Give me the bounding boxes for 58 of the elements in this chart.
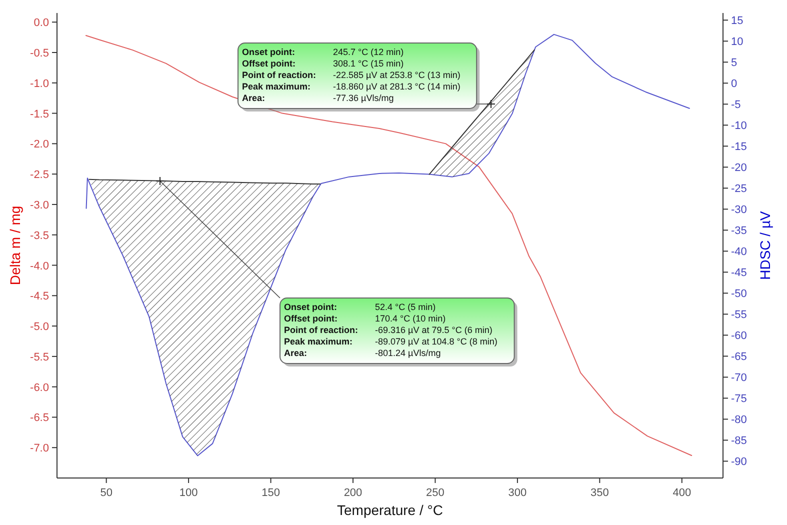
y2-tick-label: -60 (731, 330, 747, 342)
y-tick-label: -3.5 (30, 230, 49, 242)
text: Area: -77.36 µVls/mg (242, 93, 394, 103)
y2-tick-label: -20 (731, 162, 747, 174)
y2-tick-label: 15 (731, 15, 744, 28)
text: Onset point: 245.7 °C (12 min) (242, 47, 404, 57)
y2-tick-label: -85 (731, 435, 747, 448)
y-tick-label: -4.5 (30, 290, 49, 303)
y2-tick-label: 0 (731, 78, 738, 90)
y-axis-title: Delta m / mg (7, 206, 23, 286)
text: Peak maximum: -18.860 µV at 281.3 °C (14 min) (242, 82, 460, 92)
y-tick-label: -0.5 (30, 48, 49, 60)
y2-tick-label: -45 (731, 267, 747, 280)
x-axis-title: Temperature / °C (337, 502, 443, 518)
y2-tick-label: 10 (731, 36, 744, 48)
x-tick-label: 100 (179, 487, 198, 499)
y2-tick-label: -70 (731, 372, 747, 384)
y2-tick-label: -10 (731, 120, 747, 132)
y-tick-label: -2.0 (30, 138, 49, 151)
x-tick-label: 150 (262, 487, 280, 499)
y2-tick-label: -15 (731, 141, 747, 154)
x-tick-label: 400 (672, 487, 692, 499)
y2-tick-label: -80 (731, 414, 747, 426)
y-tick-label: -4.0 (30, 260, 49, 272)
y-tick-label: -3.0 (30, 199, 49, 212)
text: Peak maximum: -89.079 µV at 104.8 °C (8 min) (284, 336, 498, 346)
y2-tick-label: -75 (731, 393, 747, 406)
y-tick-label: -6.5 (30, 412, 49, 424)
y-tick-label: -6.0 (30, 382, 49, 394)
y2-tick-label: -55 (731, 309, 747, 322)
y2-tick-label: -65 (731, 351, 747, 364)
x-tick-label: 350 (590, 487, 609, 499)
y2-tick-label: -25 (731, 183, 747, 196)
y2-axis-title: HDSC / µV (757, 210, 773, 280)
x-tick-label: 200 (344, 487, 362, 499)
y2-tick-label: -35 (731, 225, 747, 238)
text: Point of reaction: -69.316 µV at 79.5 °C (6 min) (284, 325, 492, 335)
y2-tick-label: -90 (731, 456, 747, 468)
text: Offset point: 170.4 °C (10 min) (284, 314, 446, 324)
y-tick-label: -1.5 (30, 108, 49, 120)
y2-tick-label: -50 (731, 288, 747, 300)
y2-tick-label: -5 (731, 99, 741, 112)
x-tick-label: 250 (426, 487, 444, 499)
y-tick-label: -7.0 (30, 442, 49, 455)
y2-tick-label: 5 (731, 57, 738, 70)
y2-tick-label: -40 (731, 246, 747, 258)
y-tick-label: 0.0 (34, 17, 49, 30)
text: Area: -801.24 µVls/mg (284, 348, 441, 358)
y-tick-label: -5.0 (30, 321, 49, 334)
text: Point of reaction: -22.585 µV at 253.8 °C (13 min) (242, 70, 460, 80)
y2-tick-label: -30 (731, 204, 747, 216)
x-tick-label: 300 (508, 487, 527, 499)
x-tick-label: 50 (100, 487, 112, 499)
y-tick-label: -5.5 (30, 351, 49, 364)
y-tick-label: -2.5 (30, 169, 49, 182)
text: Offset point: 308.1 °C (15 min) (242, 58, 404, 68)
y-tick-label: -1.0 (30, 78, 49, 90)
text: Onset point: 52.4 °C (5 min) (284, 302, 436, 312)
